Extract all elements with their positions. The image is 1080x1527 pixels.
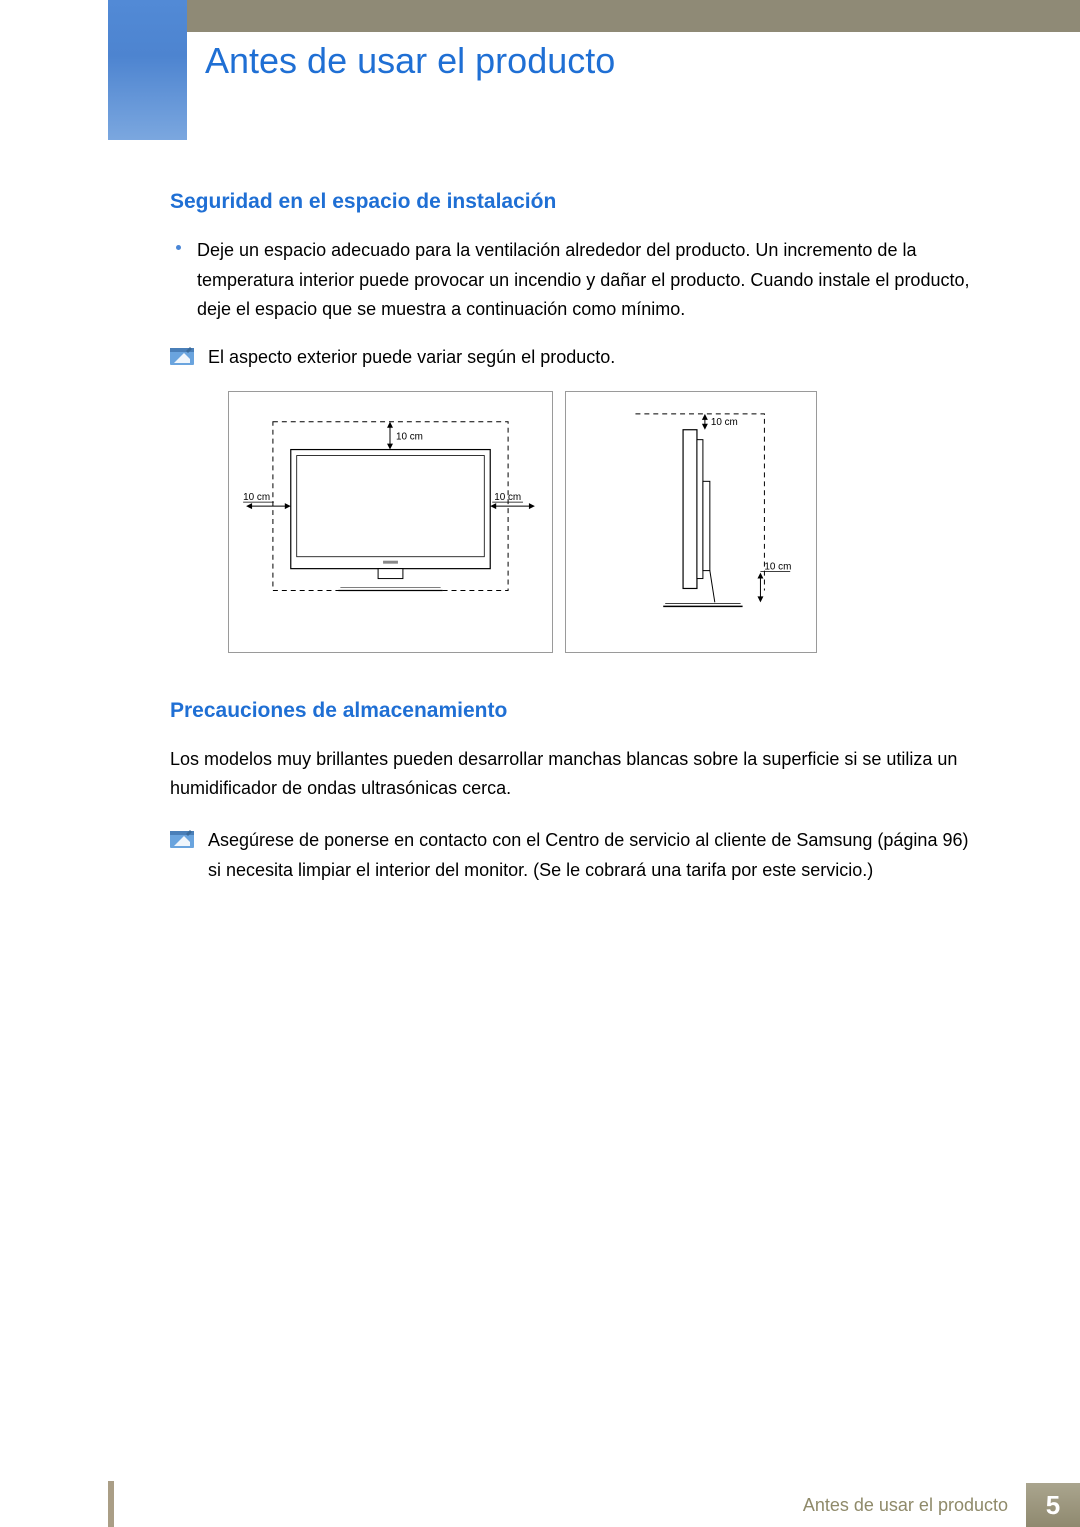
diagram-front-svg: 10 cm 10 cm 10 cm xyxy=(229,392,552,652)
footer-label: Antes de usar el producto xyxy=(803,1483,1026,1527)
page-number: 5 xyxy=(1026,1483,1080,1527)
diagram-side: 10 cm 10 cm xyxy=(565,391,817,653)
bullet-icon xyxy=(176,245,181,250)
footer: Antes de usar el producto 5 xyxy=(0,1483,1080,1527)
diagram-front: 10 cm 10 cm 10 cm xyxy=(228,391,553,653)
section2-note-text: Asegúrese de ponerse en contacto con el … xyxy=(208,826,980,885)
note-icon xyxy=(170,828,194,848)
note-icon xyxy=(170,345,194,365)
section2: Precauciones de almacenamiento Los model… xyxy=(170,699,980,886)
diagram-side-svg: 10 cm 10 cm xyxy=(566,392,816,652)
section1-note: El aspecto exterior puede variar según e… xyxy=(170,343,980,373)
page-title: Antes de usar el producto xyxy=(205,40,615,82)
diagram-side-bottom-label: 10 cm xyxy=(764,561,791,572)
section1-bullet: Deje un espacio adecuado para la ventila… xyxy=(170,236,980,325)
clearance-diagrams: 10 cm 10 cm 10 cm xyxy=(228,391,980,653)
diagram-front-left-label: 10 cm xyxy=(243,492,270,503)
header-bar xyxy=(187,0,1080,32)
main-content: Seguridad en el espacio de instalación D… xyxy=(170,190,980,904)
section2-heading: Precauciones de almacenamiento xyxy=(170,699,980,723)
diagram-front-right-label: 10 cm xyxy=(494,492,521,503)
section1-heading: Seguridad en el espacio de instalación xyxy=(170,190,980,214)
diagram-front-top-label: 10 cm xyxy=(396,431,423,442)
chapter-tab xyxy=(108,0,187,140)
section2-note: Asegúrese de ponerse en contacto con el … xyxy=(170,826,980,885)
section2-body: Los modelos muy brillantes pueden desarr… xyxy=(170,745,980,804)
section1-bullet-text: Deje un espacio adecuado para la ventila… xyxy=(197,236,980,325)
diagram-side-top-label: 10 cm xyxy=(711,417,738,428)
section1-note-text: El aspecto exterior puede variar según e… xyxy=(208,343,615,373)
